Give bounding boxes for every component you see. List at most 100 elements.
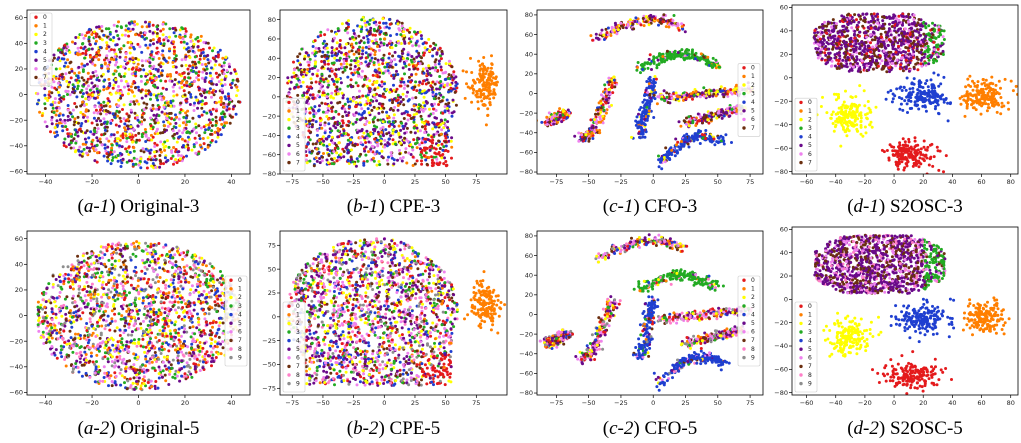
scatter-point <box>714 66 718 70</box>
scatter-point <box>399 100 403 104</box>
legend-box <box>282 97 306 172</box>
scatter-point <box>77 121 80 125</box>
scatter-point <box>102 33 106 37</box>
scatter-point <box>430 161 434 165</box>
scatter-point <box>185 131 189 135</box>
scatter-point <box>403 83 407 87</box>
legend-label: 2 <box>296 116 300 123</box>
scatter-point <box>702 94 706 98</box>
scatter-point <box>207 123 211 127</box>
scatter-point <box>361 116 365 120</box>
scatter-point <box>120 145 124 149</box>
scatter-point <box>128 57 132 61</box>
scatter-point <box>687 48 691 52</box>
scatter-point <box>209 79 213 83</box>
scatter-point <box>82 78 86 82</box>
scatter-point <box>58 118 62 122</box>
scatter-point <box>357 112 361 116</box>
scatter-point <box>400 159 404 163</box>
scatter-point <box>164 79 168 83</box>
scatter-point <box>481 83 485 87</box>
scatter-point <box>348 105 352 109</box>
scatter-point <box>237 100 240 104</box>
scatter-point <box>178 111 182 114</box>
scatter-point <box>301 75 305 79</box>
scatter-point <box>80 33 84 37</box>
scatter-point <box>417 137 421 141</box>
scatter-point <box>341 119 345 123</box>
y-tick-label: −20 <box>262 112 276 120</box>
scatter-point <box>431 54 435 58</box>
scatter-point <box>140 96 144 100</box>
scatter-point <box>223 83 227 87</box>
scatter-point <box>150 138 154 142</box>
scatter-point <box>186 72 190 76</box>
scatter-point <box>221 91 225 95</box>
scatter-point <box>400 121 404 125</box>
scatter-point <box>479 89 483 93</box>
scatter-point <box>381 94 385 98</box>
scatter-point <box>150 164 154 168</box>
scatter-point <box>180 154 183 158</box>
scatter-point <box>482 92 486 96</box>
scatter-point <box>657 165 661 169</box>
scatter-point <box>590 126 594 130</box>
scatter-point <box>706 55 710 59</box>
scatter-point <box>147 149 151 153</box>
scatter-point <box>735 104 739 108</box>
scatter-point <box>385 43 389 47</box>
scatter-point <box>118 55 122 59</box>
scatter-point <box>363 149 367 153</box>
scatter-point <box>690 54 694 58</box>
scatter-point <box>375 125 379 129</box>
legend-label: 7 <box>296 159 300 166</box>
scatter-point <box>357 34 361 38</box>
scatter-point <box>341 147 345 151</box>
scatter-point <box>73 42 77 45</box>
scatter-point <box>482 103 486 107</box>
scatter-point <box>87 136 91 140</box>
scatter-point <box>189 95 193 99</box>
scatter-point <box>382 53 386 57</box>
scatter-point <box>313 62 317 66</box>
scatter-point <box>702 116 706 120</box>
scatter-point <box>420 155 424 159</box>
scatter-point <box>156 86 160 90</box>
legend-marker <box>287 135 291 139</box>
scatter-point <box>362 161 366 165</box>
scatter-point <box>117 110 121 114</box>
scatter-point <box>172 31 176 35</box>
scatter-point <box>155 51 158 55</box>
scatter-point <box>475 95 479 99</box>
scatter-point <box>652 93 656 97</box>
scatter-point <box>335 32 338 36</box>
scatter-point <box>161 49 165 53</box>
scatter-point <box>159 61 163 65</box>
scatter-point <box>150 66 154 70</box>
scatter-point <box>97 101 101 105</box>
scatter-point <box>373 152 377 156</box>
scatter-point <box>188 82 192 86</box>
scatter-point <box>374 38 378 42</box>
scatter-point <box>61 129 65 133</box>
scatter-point <box>334 143 338 147</box>
scatter-point <box>210 139 214 142</box>
scatter-point <box>372 21 376 25</box>
scatter-point <box>303 68 306 72</box>
scatter-point <box>450 136 454 140</box>
scatter-point <box>139 79 143 83</box>
scatter-point <box>57 114 61 118</box>
scatter-point <box>87 39 91 43</box>
scatter-point <box>701 136 705 140</box>
scatter-point <box>78 145 82 149</box>
scatter-point <box>439 65 443 69</box>
scatter-point <box>437 62 441 66</box>
scatter-point <box>75 95 79 99</box>
scatter-point <box>699 52 703 56</box>
scatter-point <box>322 152 325 155</box>
scatter-point <box>173 83 176 87</box>
scatter-point <box>121 157 125 161</box>
scatter-point <box>50 115 54 119</box>
scatter-point <box>589 34 593 38</box>
scatter-point <box>170 79 174 83</box>
